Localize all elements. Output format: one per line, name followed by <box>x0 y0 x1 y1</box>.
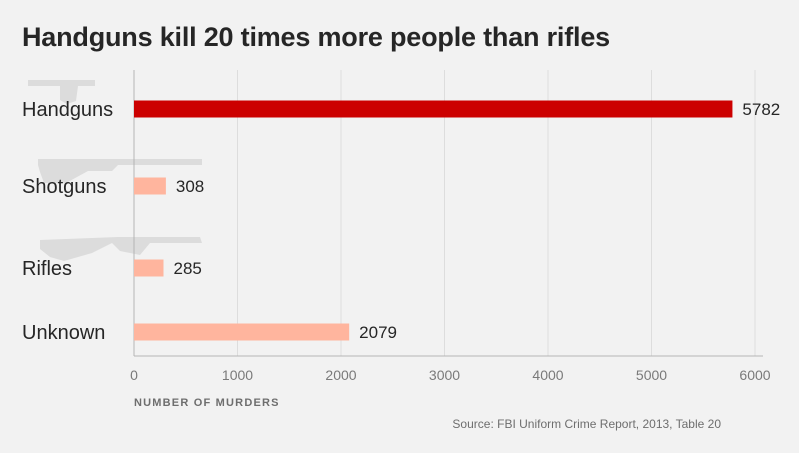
x-tick-labels: 0 1000 2000 3000 4000 5000 6000 <box>130 367 771 383</box>
chart-title: Handguns kill 20 times more people than … <box>22 22 610 52</box>
x-tick-label: 1000 <box>222 367 253 383</box>
shotgun-silhouette-icon <box>38 159 202 183</box>
rifle-silhouette-icon <box>40 237 202 261</box>
value-label-shotguns: 308 <box>176 177 204 196</box>
bar-rifles <box>134 259 164 277</box>
value-label-rifles: 285 <box>173 259 201 278</box>
category-label-shotguns: Shotguns <box>22 176 107 198</box>
category-labels: Handguns Shotguns Rifles Unknown <box>22 99 113 344</box>
bar-handguns <box>134 100 733 118</box>
x-tick-label: 2000 <box>325 367 356 383</box>
x-tick-label: 0 <box>130 367 138 383</box>
bars <box>134 100 733 341</box>
category-label-rifles: Rifles <box>22 258 72 280</box>
weapon-silhouettes <box>28 80 202 261</box>
value-label-unknown: 2079 <box>359 323 397 342</box>
category-label-handguns: Handguns <box>22 99 113 121</box>
bar-unknown <box>134 323 350 341</box>
x-tick-label: 6000 <box>739 367 770 383</box>
x-tick-label: 4000 <box>532 367 563 383</box>
source-note: Source: FBI Uniform Crime Report, 2013, … <box>452 417 721 431</box>
category-label-unknown: Unknown <box>22 322 105 344</box>
handgun-silhouette-icon <box>28 80 95 104</box>
x-tick-label: 5000 <box>636 367 667 383</box>
x-axis-label: NUMBER OF MURDERS <box>134 397 280 409</box>
bar-shotguns <box>134 177 166 195</box>
x-tick-label: 3000 <box>429 367 460 383</box>
grid-lines <box>133 70 763 357</box>
value-label-handguns: 5782 <box>742 100 780 119</box>
value-labels: 5782 308 285 2079 <box>173 100 780 342</box>
